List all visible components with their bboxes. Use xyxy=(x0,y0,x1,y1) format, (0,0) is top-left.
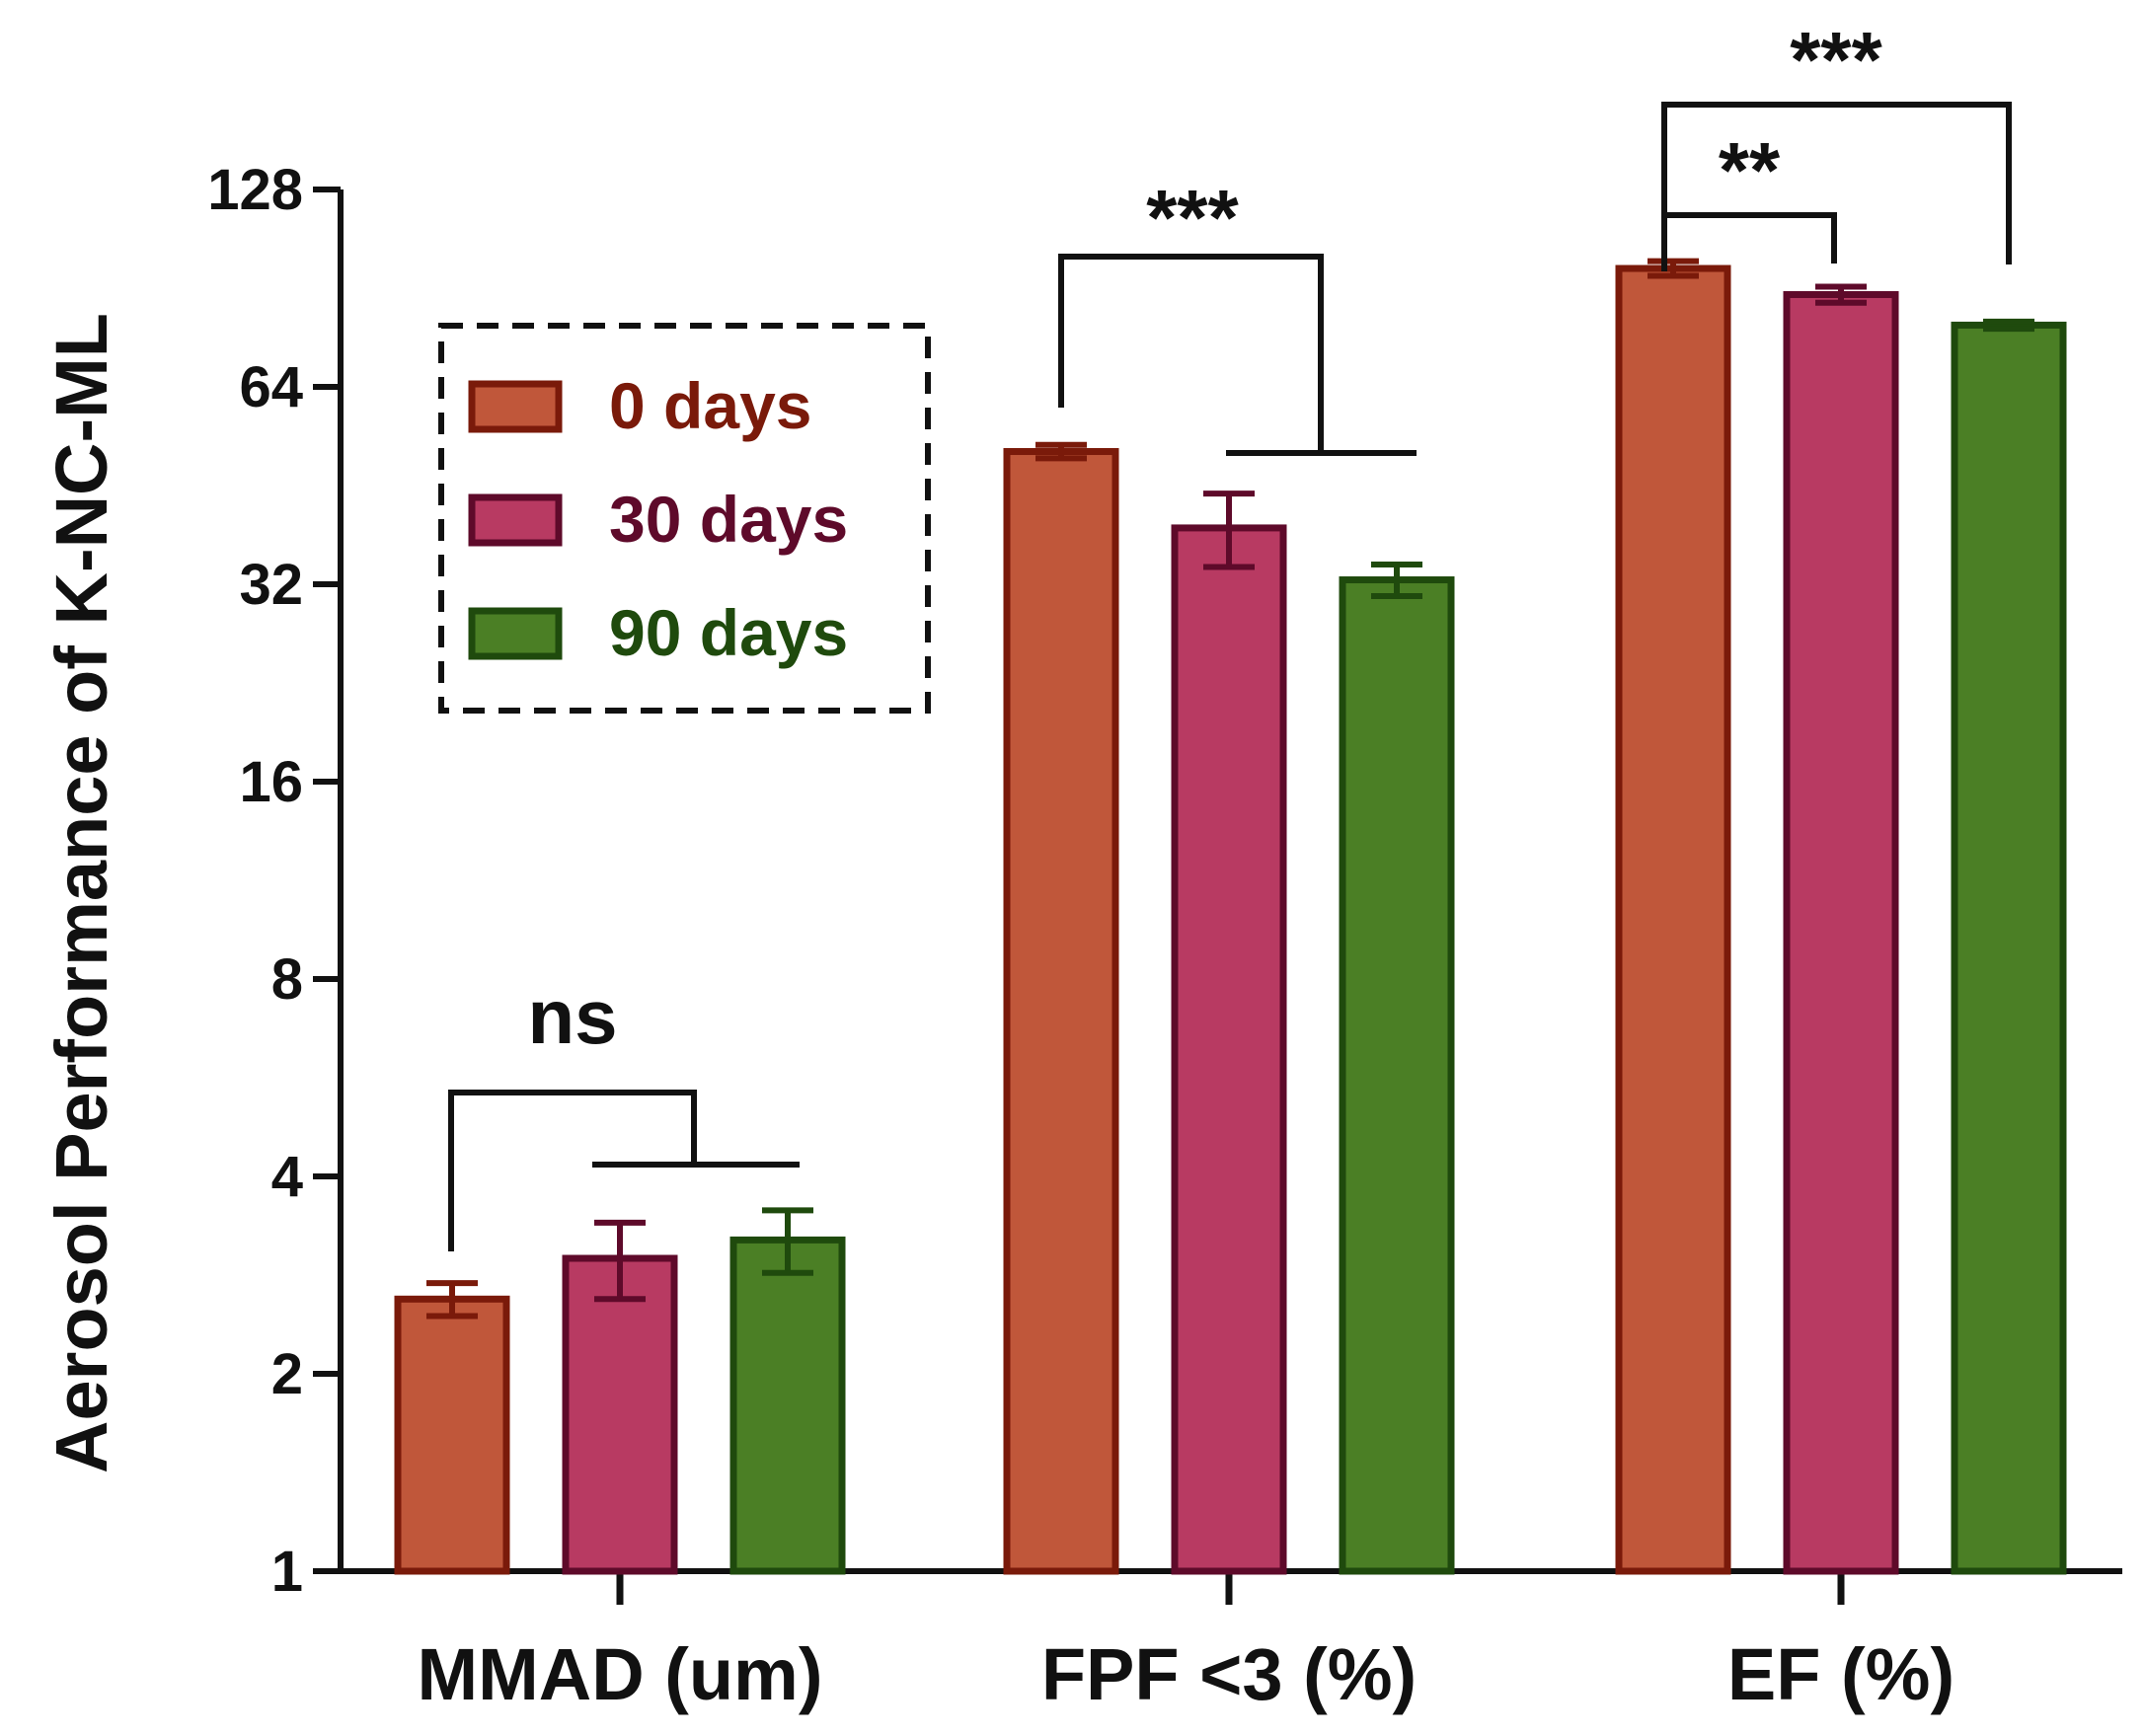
sig-bracket xyxy=(1661,102,2012,264)
legend: 0 days 30 days 90 days xyxy=(438,323,931,714)
sig-label: ** xyxy=(1719,126,1781,214)
legend-swatch xyxy=(468,607,563,660)
bar xyxy=(1615,264,1731,1575)
axes: 1 2 4 8 16 32 64 128 Aerosol Performance of K-NC… xyxy=(40,158,2122,1715)
bar xyxy=(1171,524,1287,1575)
y-tick-label: 16 xyxy=(239,750,303,814)
legend-swatch xyxy=(468,493,563,547)
y-tick-label: 2 xyxy=(271,1342,303,1406)
x-tick-label: MMAD (um) xyxy=(417,1633,822,1715)
legend-label: 90 days xyxy=(609,596,848,669)
y-tick-label: 8 xyxy=(271,947,303,1012)
y-tick-label: 32 xyxy=(239,553,303,617)
bar xyxy=(729,1236,846,1575)
bar xyxy=(1003,448,1119,1575)
sig-label: *** xyxy=(1790,16,1882,104)
significance-annotations: ns******** xyxy=(448,16,2012,1251)
sig-bracket xyxy=(1661,212,1837,271)
bar xyxy=(1339,576,1455,1575)
bar xyxy=(1783,290,1899,1575)
y-tick-label: 64 xyxy=(239,355,303,419)
legend-border xyxy=(438,323,931,714)
y-tick-label: 1 xyxy=(271,1540,303,1604)
bar xyxy=(1951,321,2067,1575)
legend-label: 0 days xyxy=(609,369,811,442)
bars xyxy=(394,258,2067,1575)
y-tick-label: 4 xyxy=(271,1145,303,1209)
bar xyxy=(562,1254,678,1575)
sig-bracket xyxy=(448,1090,697,1251)
y-axis-title: Aerosol Performance of K-NC-ML xyxy=(40,313,122,1473)
sig-label: *** xyxy=(1146,174,1239,262)
bar xyxy=(394,1295,510,1575)
legend-swatch xyxy=(468,380,563,433)
sig-bracket xyxy=(1058,254,1324,453)
sig-label: ns xyxy=(527,973,617,1060)
y-tick-label: 128 xyxy=(207,158,303,222)
x-tick-label: EF (%) xyxy=(1727,1633,1954,1715)
legend-label: 30 days xyxy=(609,483,848,556)
x-tick-label: FPF <3 (%) xyxy=(1041,1633,1417,1715)
